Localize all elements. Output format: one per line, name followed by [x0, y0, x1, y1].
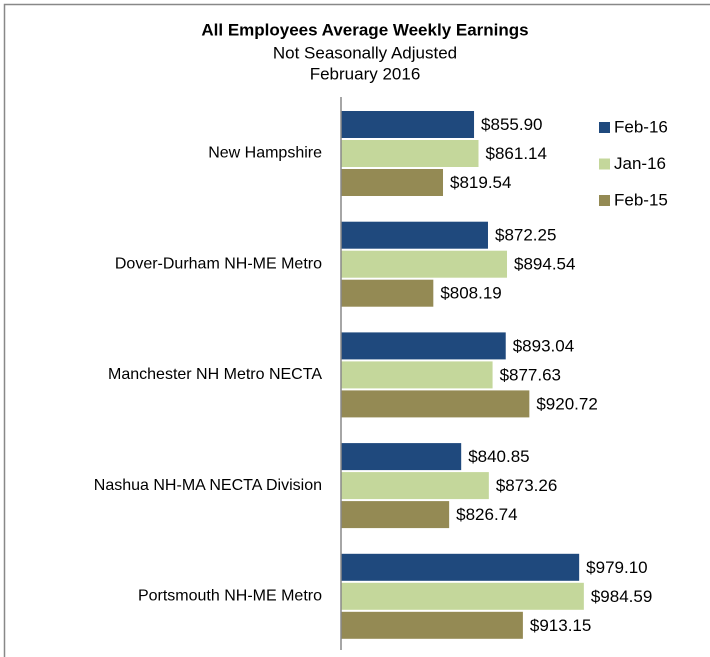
bar — [341, 332, 506, 360]
bar — [341, 169, 444, 196]
value-label: $893.04 — [513, 336, 574, 355]
category-label: Dover-Durham NH-ME Metro — [115, 255, 322, 272]
legend-label: Feb-15 — [614, 190, 668, 209]
legend-label: Feb-16 — [614, 117, 668, 136]
value-label: $808.19 — [440, 284, 501, 303]
bar — [341, 501, 450, 529]
category-label: New Hampshire — [208, 145, 322, 162]
value-label: $979.10 — [586, 558, 647, 577]
bar — [341, 390, 530, 418]
bar — [341, 443, 462, 471]
category-label: Manchester NH Metro NECTA — [108, 366, 322, 383]
bar — [341, 140, 479, 167]
value-label: $855.90 — [481, 115, 542, 134]
bar — [341, 221, 488, 249]
category-label: Nashua NH-MA NECTA Division — [94, 477, 322, 494]
value-label: $840.85 — [468, 447, 529, 466]
legend-label: Jan-16 — [614, 154, 666, 173]
bar — [341, 361, 493, 389]
frame — [3, 3, 710, 657]
value-label: $913.15 — [530, 616, 591, 635]
legend-swatch — [599, 122, 610, 133]
chart-title: All Employees Average Weekly Earnings — [201, 20, 528, 39]
bar — [341, 553, 580, 581]
legend-swatch — [599, 195, 610, 206]
legend-swatch — [599, 158, 610, 170]
bar — [341, 111, 475, 138]
chart-subtitle: February 2016 — [310, 64, 421, 83]
bar — [341, 250, 508, 278]
value-label: $826.74 — [456, 505, 517, 524]
category-label: Portsmouth NH-ME Metro — [138, 588, 322, 605]
value-label: $873.26 — [496, 476, 557, 495]
value-label: $894.54 — [514, 255, 575, 274]
bar — [341, 582, 584, 610]
value-label: $819.54 — [450, 173, 511, 192]
value-label: $877.63 — [500, 365, 561, 384]
value-label: $872.25 — [495, 226, 556, 245]
value-label: $984.59 — [591, 587, 652, 606]
chart-subtitle: Not Seasonally Adjusted — [273, 43, 457, 62]
bar — [341, 611, 523, 639]
bar — [341, 472, 489, 500]
bar — [341, 279, 434, 307]
value-label: $861.14 — [486, 144, 547, 163]
value-label: $920.72 — [536, 394, 597, 413]
